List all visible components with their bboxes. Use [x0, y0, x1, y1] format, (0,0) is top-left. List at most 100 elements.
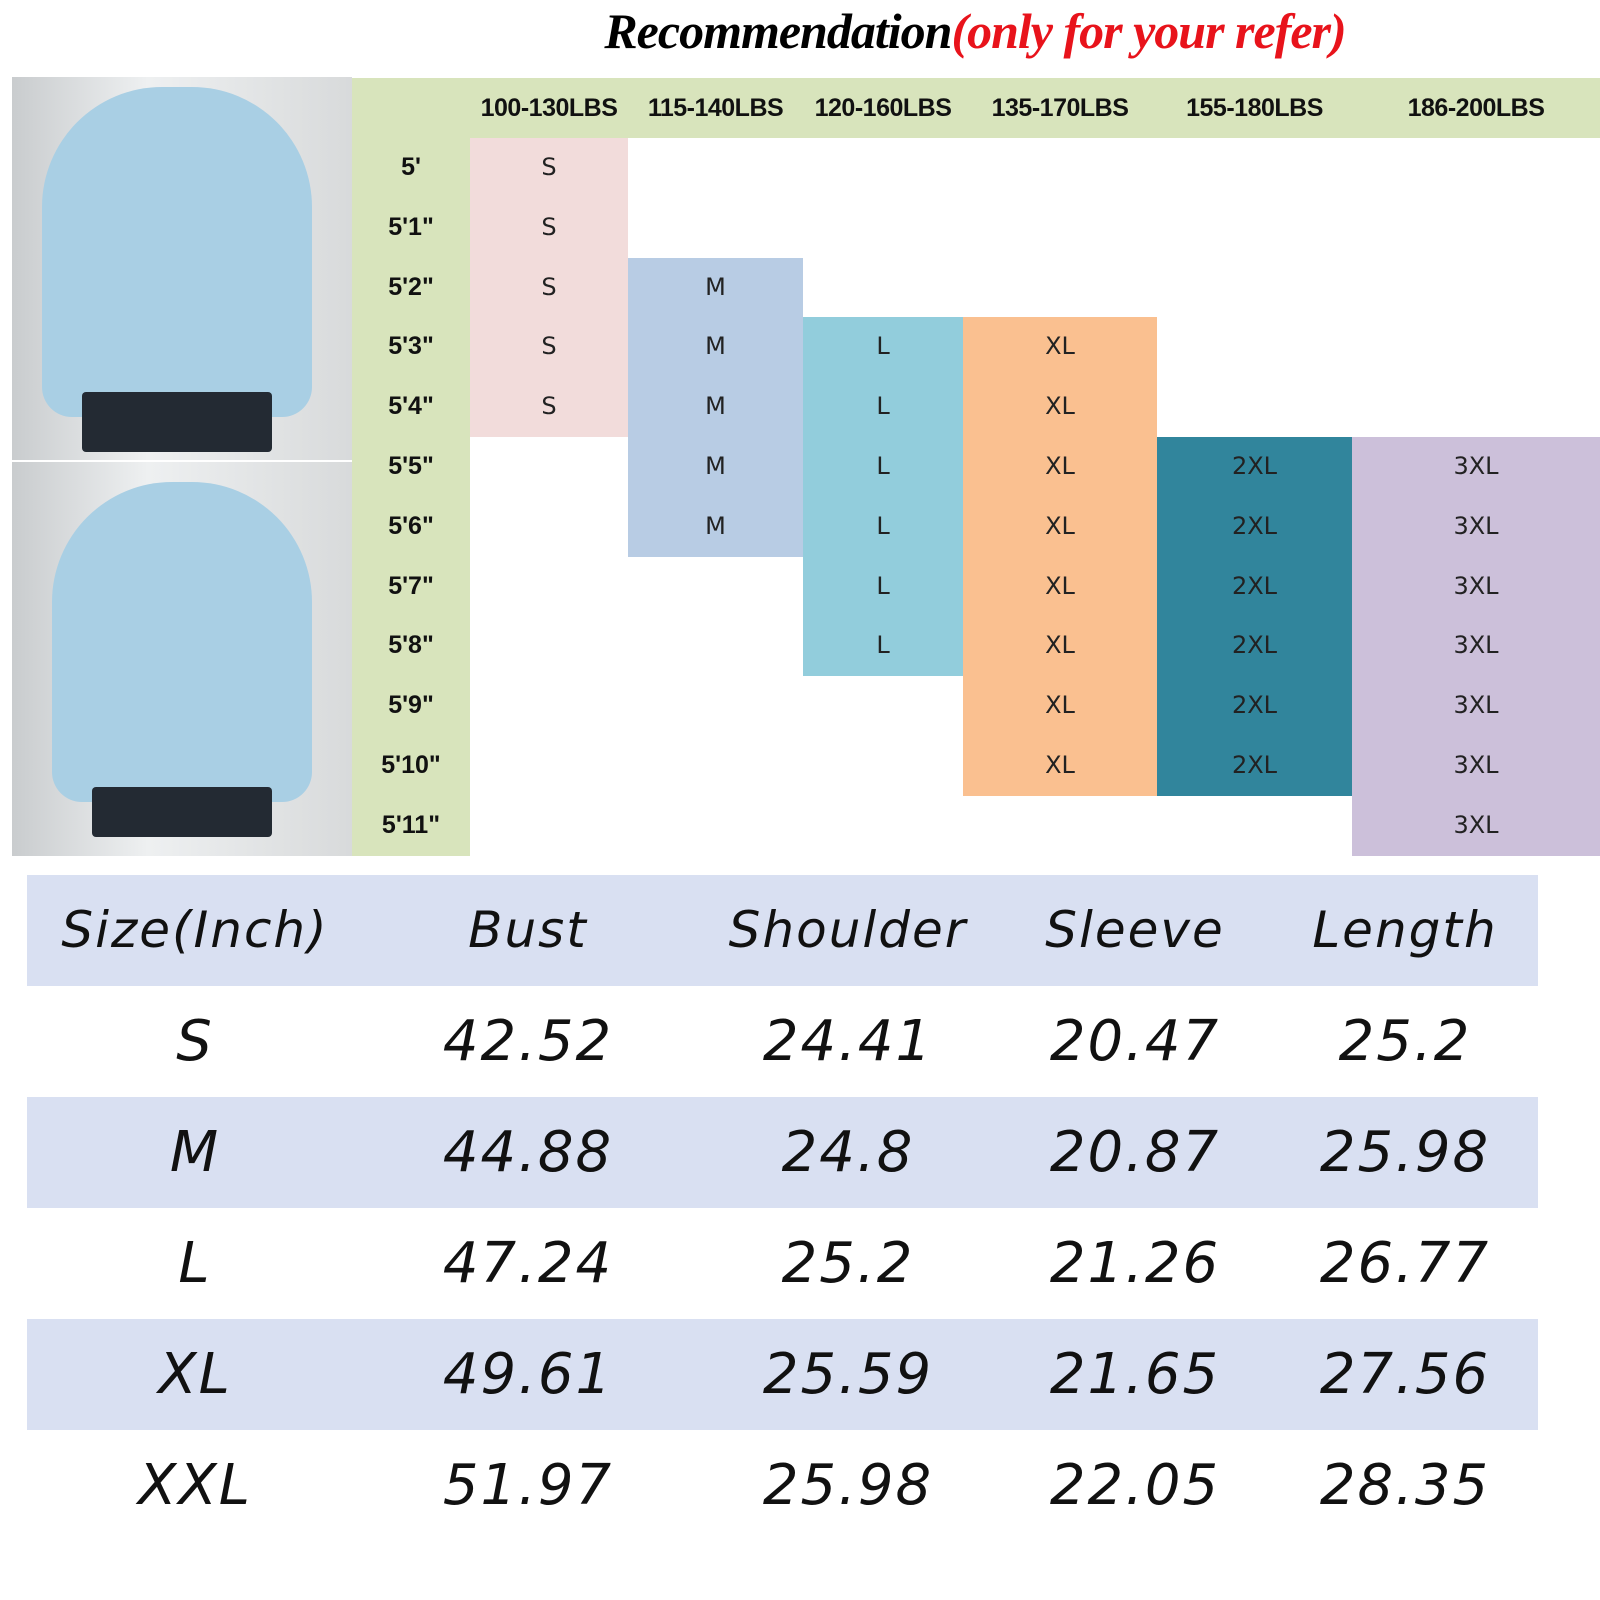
table-cell: 44.88	[442, 1120, 614, 1185]
table-cell: 49.61	[442, 1342, 614, 1407]
table-cell: 22.05	[1049, 1453, 1221, 1518]
table-cell: 26.77	[1319, 1231, 1491, 1296]
size-cell: 3XL	[1453, 511, 1499, 540]
size-cell: M	[705, 511, 726, 540]
table-cell: 21.26	[1049, 1231, 1221, 1296]
size-cell: 3XL	[1453, 452, 1499, 480]
weight-header-row	[352, 78, 1600, 138]
size-cell: XL	[1045, 332, 1075, 361]
size-cell: L	[876, 392, 890, 421]
height-label: 5'6"	[388, 511, 434, 540]
size-cell: 3XL	[1453, 751, 1499, 779]
size-band-m	[628, 257, 803, 557]
table-cell: 25.59	[762, 1342, 934, 1407]
table-cell: 24.41	[762, 1009, 934, 1074]
height-label: 5'1"	[388, 212, 434, 241]
weight-header: 155-180LBS	[1186, 94, 1323, 122]
weight-header: 135-170LBS	[991, 94, 1129, 122]
table-cell: M	[169, 1120, 221, 1185]
size-cell: L	[876, 631, 890, 660]
table-cell: 25.2	[781, 1231, 915, 1296]
size-cell: 3XL	[1453, 571, 1499, 600]
size-cell: M	[705, 272, 726, 301]
table-cell: 27.56	[1319, 1342, 1491, 1407]
weight-header: 186-200LBS	[1407, 94, 1545, 122]
size-cell: 2XL	[1231, 452, 1278, 480]
table-cell: 24.8	[781, 1120, 915, 1185]
height-label: 5'11"	[381, 810, 441, 839]
column-header: Sleeve	[1045, 901, 1225, 959]
table-cell: 25.98	[762, 1453, 934, 1518]
height-label: 5'5"	[388, 452, 434, 480]
size-band-s	[470, 138, 628, 437]
height-label: 5'3"	[388, 332, 434, 361]
table-cell: S	[176, 1009, 214, 1074]
height-label: 5'9"	[388, 691, 434, 720]
table-cell: 51.97	[442, 1453, 614, 1518]
size-cell: S	[541, 212, 557, 241]
table-cell: XL	[158, 1342, 232, 1407]
table-row: XXL 51.97 25.98 22.05 28.35	[27, 1430, 1538, 1541]
column-header: Bust	[468, 901, 588, 959]
height-label: 5'	[401, 153, 421, 181]
table-row: L 47.24 25.2 21.26 26.77	[27, 1208, 1538, 1319]
title-note: (only for your refer)	[951, 3, 1346, 59]
table-row: XL 49.61 25.59 21.65 27.56	[27, 1319, 1538, 1430]
size-cell: S	[541, 272, 557, 301]
table-row: M 44.88 24.8 20.87 25.98	[27, 1097, 1538, 1208]
table-cell: 42.52	[442, 1009, 614, 1074]
size-cell: 2XL	[1231, 511, 1278, 540]
size-cell: 2XL	[1231, 571, 1278, 600]
size-cell: S	[541, 153, 557, 181]
size-cell: XL	[1045, 511, 1075, 540]
size-cell: XL	[1045, 452, 1075, 480]
size-cell: M	[705, 332, 726, 361]
table-cell: 20.87	[1049, 1120, 1221, 1185]
size-cell: M	[705, 452, 726, 480]
size-cell: 3XL	[1453, 810, 1499, 839]
chart-title: Recommendation(only for your refer)	[350, 2, 1600, 60]
size-cell: XL	[1045, 631, 1075, 660]
table-cell: 20.47	[1049, 1009, 1221, 1074]
size-band-2xl	[1157, 437, 1352, 796]
size-cell: L	[876, 511, 890, 540]
size-cell: XL	[1045, 392, 1075, 421]
size-cell: L	[876, 452, 890, 480]
column-header: Size(Inch)	[61, 901, 329, 959]
product-photo-front	[12, 77, 352, 460]
table-cell: 25.2	[1338, 1009, 1472, 1074]
table-cell: 28.35	[1319, 1453, 1491, 1518]
height-label: 5'4"	[388, 392, 434, 421]
size-cell: 3XL	[1453, 631, 1499, 660]
product-photo-back	[12, 462, 352, 856]
size-cell: M	[705, 392, 726, 421]
height-column	[352, 138, 470, 856]
size-band-l	[803, 317, 963, 677]
column-header: Shoulder	[728, 901, 968, 959]
column-header: Length	[1312, 901, 1498, 959]
size-cell: 2XL	[1231, 751, 1278, 779]
table-cell: L	[178, 1231, 212, 1296]
size-cell: XL	[1045, 571, 1075, 600]
size-cell: S	[541, 392, 557, 421]
height-label: 5'10"	[381, 751, 441, 779]
size-band-3xl	[1352, 437, 1600, 856]
size-cell: L	[876, 332, 890, 361]
table-cell: XXL	[138, 1453, 252, 1518]
table-cell: 25.98	[1319, 1120, 1491, 1185]
size-cell: 2XL	[1231, 691, 1278, 720]
size-cell: 3XL	[1453, 691, 1499, 720]
weight-header: 120-160LBS	[814, 94, 952, 122]
table-cell: 47.24	[442, 1231, 614, 1296]
size-band-xl	[963, 317, 1157, 796]
table-row: S 42.52 24.41 20.47 25.2	[27, 986, 1538, 1097]
title-main: Recommendation	[604, 3, 952, 59]
size-cell: XL	[1045, 751, 1075, 779]
weight-header: 115-140LBS	[647, 94, 784, 122]
size-cell: 2XL	[1231, 631, 1278, 660]
height-label: 5'8"	[388, 631, 434, 660]
size-cell: XL	[1045, 691, 1075, 720]
weight-header: 100-130LBS	[480, 94, 618, 122]
table-cell: 21.65	[1049, 1342, 1221, 1407]
table-header-row: Size(Inch) Bust Shoulder Sleeve Length	[27, 875, 1538, 986]
